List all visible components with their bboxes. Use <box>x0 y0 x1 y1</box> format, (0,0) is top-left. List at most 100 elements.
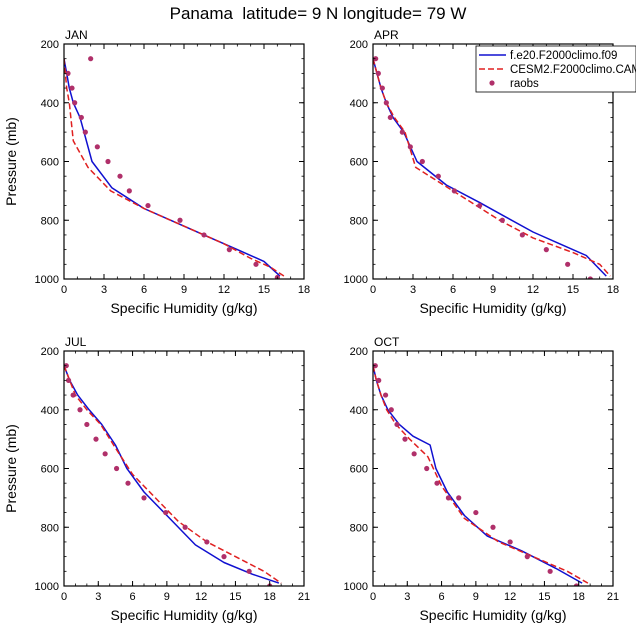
x-axis-label: Specific Humidity (g/kg) <box>419 607 566 623</box>
x-tick-label: 15 <box>538 591 550 603</box>
chart-panel-oct: 0 3 6 9 12 15 18 21 200 400 600 800 1000 OCT Specific … <box>344 335 620 623</box>
y-axis-label: Pressure (mb) <box>3 424 19 513</box>
cesm2-line <box>64 58 285 277</box>
raobs-point <box>547 568 553 574</box>
x-tick-label: 0 <box>61 591 67 603</box>
raobs-point <box>379 85 385 91</box>
raobs-point <box>253 261 259 267</box>
x-tick-label: 6 <box>141 284 147 296</box>
x-tick-label: 12 <box>195 591 207 603</box>
y-tick-label: 600 <box>41 464 59 476</box>
raobs-point <box>411 451 417 457</box>
x-tick-label: 18 <box>298 284 310 296</box>
x-tick-label: 6 <box>130 591 136 603</box>
legend-entry-label: raobs <box>510 78 539 90</box>
x-tick-label: 21 <box>298 591 310 603</box>
x-tick-label: 15 <box>567 284 579 296</box>
chart-panel-jul: 0 3 6 9 12 15 18 21 200 400 600 800 1000 JUL Specific … <box>3 335 310 623</box>
x-tick-label: 0 <box>370 591 376 603</box>
y-tick-label: 1000 <box>344 274 368 286</box>
x-tick-label: 18 <box>573 591 585 603</box>
legend-raobs-marker <box>489 80 495 86</box>
raobs-point <box>117 173 123 179</box>
raobs-point <box>177 217 183 223</box>
plot-area <box>64 363 282 586</box>
raobs-point <box>499 217 505 223</box>
x-tick-label: 3 <box>95 591 101 603</box>
y-tick-label: 1000 <box>344 581 368 593</box>
raobs-point <box>519 232 525 238</box>
y-axis-label: Pressure (mb) <box>3 117 19 206</box>
y-tick-label: 600 <box>350 464 368 476</box>
raobs-point <box>402 436 408 442</box>
raobs-point <box>69 85 75 91</box>
raobs-point <box>490 524 496 530</box>
raobs-point <box>573 583 580 586</box>
raobs-point <box>477 202 483 209</box>
x-tick-label: 3 <box>101 284 107 296</box>
raobs-point <box>419 158 425 165</box>
x-tick-label: 15 <box>229 591 241 603</box>
panel-label: OCT <box>374 335 400 349</box>
raobs-point <box>70 392 76 398</box>
raobs-point <box>543 247 549 253</box>
panel-label: APR <box>374 28 399 42</box>
raobs-point <box>221 554 227 560</box>
raobs-point <box>382 392 389 398</box>
raobs-point <box>65 377 72 383</box>
y-tick-label: 800 <box>350 522 368 534</box>
chart-panel-apr: 0 3 6 9 12 15 18 200 400 600 800 1000 APR Specific Hu… <box>344 28 636 316</box>
raobs-point <box>82 129 88 135</box>
raobs-point <box>182 524 188 530</box>
chart-panel-jan: 0 3 6 9 12 15 18 200 400 600 800 1000 JAN Specific Hu… <box>3 28 310 316</box>
f-e20-line <box>373 365 583 584</box>
raobs-point <box>88 56 94 62</box>
y-tick-label: 200 <box>41 346 59 358</box>
plot-frame <box>63 43 305 280</box>
x-tick-label: 3 <box>410 284 416 296</box>
raobs-point <box>473 509 479 516</box>
raobs-point <box>141 495 147 501</box>
raobs-point <box>565 261 571 267</box>
f-e20-line <box>64 58 281 277</box>
raobs-point <box>451 188 457 194</box>
raobs-point <box>78 114 84 121</box>
raobs-point <box>246 568 252 574</box>
raobs-point <box>524 554 530 560</box>
x-axis-label: Specific Humidity (g/kg) <box>110 607 257 623</box>
raobs-point <box>399 129 405 135</box>
raobs-point <box>145 202 151 209</box>
x-tick-label: 18 <box>607 284 619 296</box>
y-tick-label: 600 <box>41 157 59 169</box>
cesm2-line <box>373 365 589 584</box>
y-tick-label: 200 <box>41 39 59 51</box>
y-tick-label: 800 <box>350 215 368 227</box>
raobs-point <box>434 480 440 486</box>
y-tick-label: 1000 <box>35 274 59 286</box>
x-axis-label: Specific Humidity (g/kg) <box>110 300 257 316</box>
y-tick-label: 200 <box>350 346 368 358</box>
raobs-point <box>445 495 452 501</box>
y-tick-label: 1000 <box>35 581 59 593</box>
x-tick-label: 0 <box>61 284 67 296</box>
raobs-point <box>94 144 100 150</box>
raobs-point <box>93 436 99 442</box>
raobs-point <box>65 70 71 76</box>
raobs-point <box>226 247 232 253</box>
legend-entry-label: f.e20.F2000climo.f09 <box>510 50 617 62</box>
x-tick-label: 9 <box>181 284 187 296</box>
raobs-point <box>84 421 90 428</box>
raobs-point <box>77 407 83 413</box>
raobs-point <box>388 407 394 413</box>
raobs-point <box>424 465 430 472</box>
x-tick-label: 6 <box>439 591 445 603</box>
panel-label: JAN <box>65 28 88 42</box>
x-tick-label: 15 <box>258 284 270 296</box>
plot-area <box>373 56 611 279</box>
raobs-point <box>456 495 462 501</box>
raobs-point <box>201 232 207 238</box>
plot-area <box>373 363 589 586</box>
raobs-point <box>507 539 513 545</box>
y-tick-label: 600 <box>350 157 368 169</box>
